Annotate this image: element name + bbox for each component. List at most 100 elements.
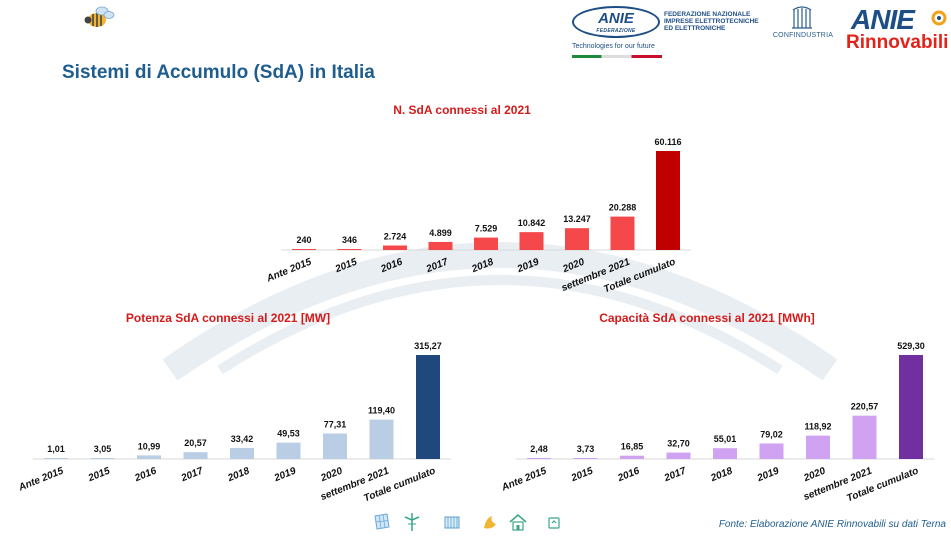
chart-n-bar [428,241,453,250]
anie-rinnovabili-logo: ANIE Rinnovabili [843,4,951,54]
chart-c-category-label: 2017 [662,465,688,484]
anie-federazione-logo: ANIE FEDERAZIONE FEDERAZIONE NAZIONALE I… [572,6,782,62]
chart-c-category-label: 2018 [708,465,734,484]
chart-p-power: Potenza SdA connessi al 2021 [MW] 1,01 An… [16,311,452,504]
recycle-icon [548,517,560,529]
chart-n-bar [565,228,589,250]
slide-title: Sistemi di Accumulo (SdA) in Italia [62,62,375,83]
chart-c-category-label: 2016 [615,465,641,484]
rinnovabili-logo-top: ANIE [851,4,915,35]
chart-n-value-label: 2.724 [384,232,407,242]
wind-turbine-icon [404,513,420,531]
chart-c-bar [527,458,551,459]
chart-n-bar [292,249,316,250]
chart-c-bar [759,443,784,459]
chart-n-title: N. SdA connessi al 2021 [393,103,531,117]
chart-c-category-label: 2020 [801,465,827,484]
chart-c-bar [666,452,691,459]
chart-c-value-label: 220,57 [851,402,879,412]
chart-n-category-label: 2018 [469,256,495,275]
chart-p-value-label: 49,53 [277,429,300,439]
chart-n-bar [519,232,544,250]
chart-p-bar [323,433,347,459]
chart-c-bar [620,455,644,459]
chart-n-value-label: 4.899 [429,228,452,238]
solar-panel-icon [374,513,390,530]
chart-c-value-label: 79,02 [760,429,783,439]
chart-c-value-label: 16,85 [621,442,644,452]
chart-n-category-label: 2017 [424,256,450,275]
chart-c-bar [573,458,598,459]
chart-p-bar [44,458,68,459]
chart-p-bar [90,457,115,459]
chart-p-bar [416,355,440,459]
confindustria-label: CONFINDUSTRIA [772,32,834,39]
chart-n-value-label: 13.247 [563,214,591,224]
italian-flag-bar [572,55,662,58]
chart-n-category-label: 2019 [515,256,541,275]
chart-c-bar [806,435,830,459]
chart-n-bar [656,151,680,250]
chart-n-bar [474,237,498,250]
anie-logo-name: ANIE [598,10,634,27]
confindustria-emblem-icon [792,6,812,29]
chart-p-value-label: 77,31 [324,419,347,429]
anie-federation-text: FEDERAZIONE NAZIONALE IMPRESE ELETTROTEC… [664,11,759,32]
chart-p-value-label: 10,99 [138,441,161,451]
chart-c-value-label: 55,01 [714,434,737,444]
chart-c-category-label: 2019 [755,465,781,484]
chart-p-bar [369,419,394,459]
chart-n-bar [610,216,635,250]
sun-swirl-icon [931,10,947,26]
chart-c-category-label: Ante 2015 [499,465,548,493]
chart-p-category-label: 2016 [132,465,158,484]
chart-p-bar [276,442,301,459]
chart-p-bar [183,452,208,459]
chart-c-value-label: 3,73 [577,444,595,454]
chart-n-value-label: 7.529 [475,224,498,234]
anie-tagline: Technologies for our future [572,43,655,50]
chart-p-value-label: 3,05 [94,444,112,454]
bee-logo-icon [84,6,115,27]
chart-c-bar [852,415,877,459]
chart-c-bar [713,448,737,459]
chart-p-bar [137,455,161,459]
chart-c-bar [899,355,923,459]
chart-c-category-label: 2015 [569,465,595,484]
anie-watermark [162,242,838,380]
chart-p-value-label: 315,27 [414,341,442,351]
chart-p-category-label: 2015 [86,465,112,484]
rinnovabili-logo-bottom: Rinnovabili [846,32,949,53]
chart-p-category-label: 2020 [318,465,344,484]
green-building-icon [509,514,527,531]
chart-c-value-label: 529,30 [897,341,925,351]
chart-n-value-label: 240 [296,235,311,245]
solar-collector-icon [444,516,460,529]
chart-n-category-label: 2016 [378,256,404,275]
anie-logo-sub: FEDERAZIONE [596,28,636,34]
chart-p-category-label: Ante 2015 [16,465,65,493]
confindustria-logo: CONFINDUSTRIA [770,6,836,46]
chart-c-title: Capacità SdA connessi al 2021 [MWh] [599,311,815,325]
chart-p-category-label: 2018 [225,465,251,484]
footer-icons [368,512,568,536]
chart-n-category-label: 2015 [333,256,359,275]
hydro-icon [484,516,496,529]
chart-p-value-label: 119,40 [368,406,395,416]
chart-n-category-label: Ante 2015 [264,256,313,284]
chart-p-value-label: 20,57 [184,438,207,448]
chart-p-category-label: 2017 [179,465,205,484]
chart-n-value-label: 60.116 [654,137,681,147]
chart-n-value-label: 346 [342,235,357,245]
chart-c-value-label: 32,70 [667,439,690,449]
chart-c-capacity: Capacità SdA connessi al 2021 [MWh] 2,48… [499,311,935,504]
chart-n-value-label: 10.842 [518,218,546,228]
source-note: Fonte: Elaborazione ANIE Rinnovabili su … [718,519,946,530]
chart-p-value-label: 33,42 [231,434,254,444]
chart-c-value-label: 118,92 [804,422,831,432]
chart-n-value-label: 20.288 [609,203,637,213]
chart-p-value-label: 1,01 [47,444,65,454]
chart-c-value-label: 2,48 [530,444,548,454]
chart-n-category-label: 2020 [560,256,586,275]
chart-n-bar [337,249,362,250]
